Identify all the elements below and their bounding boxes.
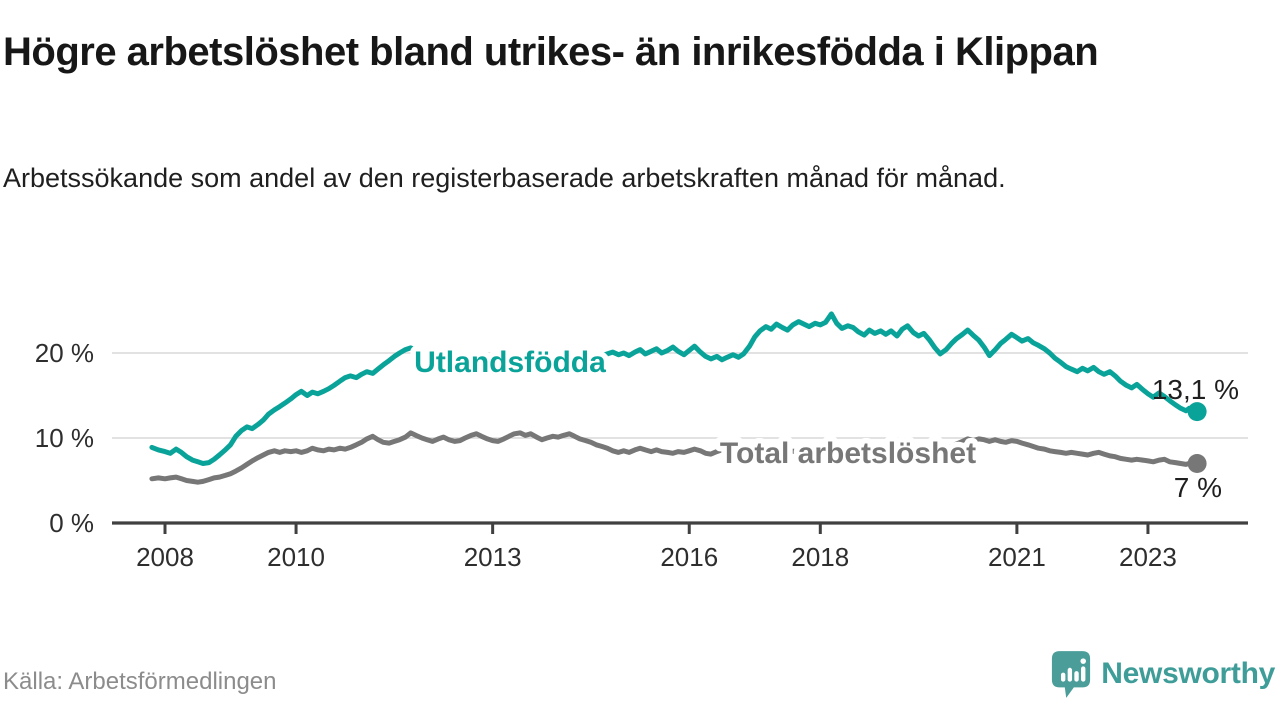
series-label-utlandsfodda: Utlandsfödda bbox=[414, 346, 606, 379]
page-title: Högre arbetslöshet bland utrikes- än inr… bbox=[3, 30, 1099, 74]
end-value-label-total: 7 % bbox=[1174, 472, 1222, 503]
newsworthy-logo-icon bbox=[1052, 651, 1091, 698]
y-tick-label: 20 % bbox=[35, 338, 94, 368]
x-tick-label: 2016 bbox=[660, 542, 718, 572]
end-dot-utlandsfodda bbox=[1187, 402, 1207, 422]
y-tick-label: 0 % bbox=[49, 508, 94, 538]
series-label-total: Total arbetslöshet bbox=[720, 437, 976, 470]
page-subtitle: Arbetssökande som andel av den registerb… bbox=[3, 163, 1006, 193]
newsworthy-wordmark: Newsworthy bbox=[1101, 657, 1275, 690]
y-tick-label: 10 % bbox=[35, 423, 94, 453]
series-line-total bbox=[149, 430, 1200, 485]
end-value-label-utlandsfodda: 13,1 % bbox=[1152, 374, 1239, 405]
x-tick-label: 2018 bbox=[791, 542, 849, 572]
series-line-utlandsfodda bbox=[149, 311, 1200, 466]
x-tick-label: 2021 bbox=[988, 542, 1046, 572]
source-note: Källa: Arbetsförmedlingen bbox=[3, 668, 277, 695]
x-tick-label: 2008 bbox=[136, 542, 194, 572]
newsworthy-logo: Newsworthy bbox=[1050, 649, 1275, 699]
x-tick-label: 2023 bbox=[1119, 542, 1177, 572]
x-tick-label: 2013 bbox=[464, 542, 522, 572]
x-tick-label: 2010 bbox=[267, 542, 325, 572]
end-dot-total bbox=[1187, 454, 1207, 473]
